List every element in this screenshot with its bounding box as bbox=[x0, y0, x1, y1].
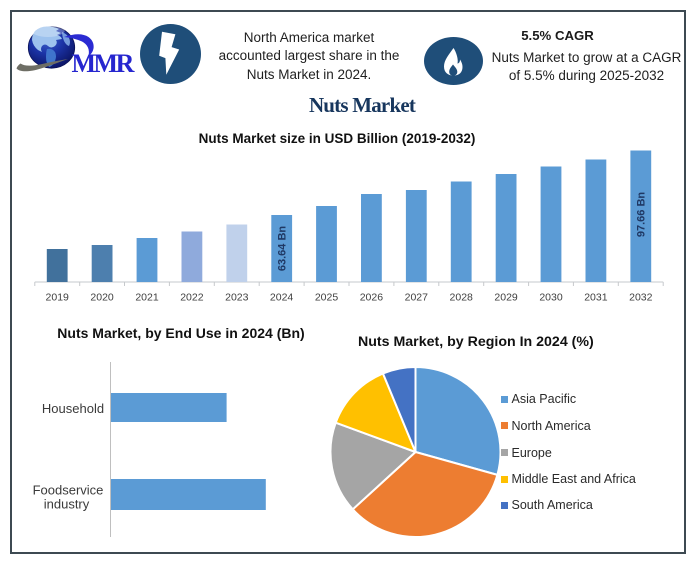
svg-text:MMR: MMR bbox=[72, 49, 135, 78]
svg-text:Household: Household bbox=[42, 401, 104, 416]
svg-text:2031: 2031 bbox=[584, 292, 608, 304]
svg-text:2022: 2022 bbox=[180, 292, 204, 304]
svg-text:2028: 2028 bbox=[450, 292, 474, 304]
svg-text:2032: 2032 bbox=[629, 292, 653, 304]
svg-text:97.66 Bn: 97.66 Bn bbox=[635, 192, 647, 238]
svg-text:industry: industry bbox=[44, 497, 90, 512]
svg-text:2020: 2020 bbox=[90, 292, 114, 304]
svg-text:2023: 2023 bbox=[225, 292, 249, 304]
svg-text:2027: 2027 bbox=[405, 292, 429, 304]
svg-text:2030: 2030 bbox=[539, 292, 563, 304]
svg-text:63.64 Bn: 63.64 Bn bbox=[276, 226, 288, 272]
svg-text:2021: 2021 bbox=[135, 292, 159, 304]
svg-text:2029: 2029 bbox=[494, 292, 518, 304]
svg-text:2019: 2019 bbox=[46, 292, 70, 304]
svg-text:Foodservice: Foodservice bbox=[33, 483, 104, 498]
svg-text:2025: 2025 bbox=[315, 292, 339, 304]
svg-text:2026: 2026 bbox=[360, 292, 384, 304]
svg-text:2024: 2024 bbox=[270, 292, 294, 304]
